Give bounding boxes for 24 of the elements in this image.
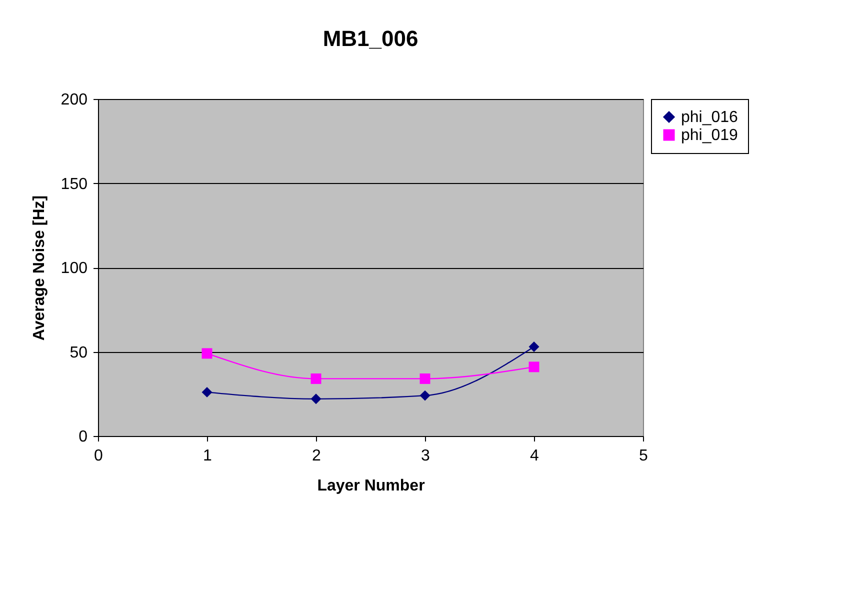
legend-label: phi_019 (681, 127, 738, 144)
point (528, 362, 540, 372)
point (420, 390, 430, 401)
x-tick-label: 3 (421, 448, 430, 464)
chart-title: MB1_006 (322, 26, 418, 51)
y-tick-label: 150 (60, 176, 88, 193)
y-axis-title: Average Noise [Hz] (30, 195, 48, 341)
x-axis-title: Layer Number (317, 478, 425, 494)
x-tick-label: 0 (94, 448, 104, 464)
point (310, 373, 322, 384)
point (420, 373, 430, 384)
point (202, 348, 212, 359)
y-tick-label: 100 (60, 260, 88, 277)
point (202, 386, 212, 398)
point (310, 394, 322, 404)
y-tick-label: 50 (70, 344, 88, 362)
x-tick-label: 5 (639, 448, 648, 464)
point (528, 341, 540, 352)
legend-label: phi_016 (681, 109, 738, 126)
x-tick-label: 4 (530, 448, 540, 464)
y-tick-label: 0 (78, 428, 88, 446)
x-tick-label: 2 (312, 448, 322, 464)
x-tick-label: 1 (203, 448, 212, 464)
y-tick-label: 200 (60, 92, 88, 108)
